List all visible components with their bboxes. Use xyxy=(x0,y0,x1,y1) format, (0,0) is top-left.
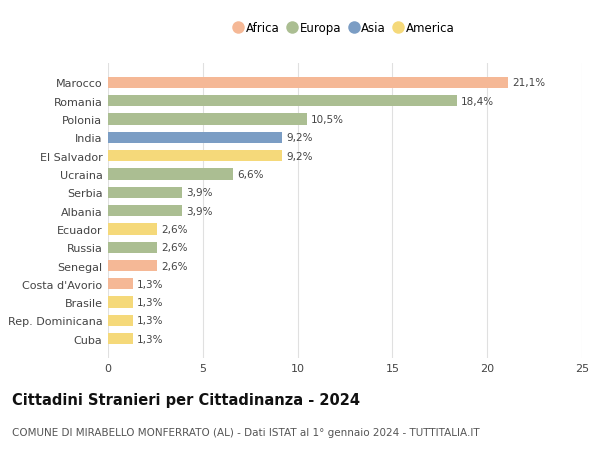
Text: 9,2%: 9,2% xyxy=(286,133,313,143)
Bar xyxy=(108,78,508,89)
Bar xyxy=(108,242,157,253)
Bar xyxy=(108,279,133,290)
Bar xyxy=(108,224,157,235)
Text: 1,3%: 1,3% xyxy=(136,316,163,326)
Text: 1,3%: 1,3% xyxy=(136,279,163,289)
Text: 10,5%: 10,5% xyxy=(311,115,344,125)
Bar xyxy=(108,114,307,125)
Bar xyxy=(108,187,182,199)
Text: 3,9%: 3,9% xyxy=(186,188,212,198)
Bar xyxy=(108,297,133,308)
Bar xyxy=(108,315,133,326)
Bar xyxy=(108,169,233,180)
Text: 6,6%: 6,6% xyxy=(237,170,263,179)
Text: 9,2%: 9,2% xyxy=(286,151,313,161)
Text: 2,6%: 2,6% xyxy=(161,224,188,235)
Text: 2,6%: 2,6% xyxy=(161,243,188,252)
Text: COMUNE DI MIRABELLO MONFERRATO (AL) - Dati ISTAT al 1° gennaio 2024 - TUTTITALIA: COMUNE DI MIRABELLO MONFERRATO (AL) - Da… xyxy=(12,427,479,437)
Bar xyxy=(108,333,133,345)
Bar xyxy=(108,132,283,144)
Legend: Africa, Europa, Asia, America: Africa, Europa, Asia, America xyxy=(232,19,458,39)
Text: 2,6%: 2,6% xyxy=(161,261,188,271)
Bar xyxy=(108,151,283,162)
Text: 21,1%: 21,1% xyxy=(512,78,545,88)
Text: 3,9%: 3,9% xyxy=(186,206,212,216)
Bar xyxy=(108,260,157,272)
Text: 1,3%: 1,3% xyxy=(136,297,163,308)
Text: 18,4%: 18,4% xyxy=(461,96,494,106)
Bar xyxy=(108,206,182,217)
Bar xyxy=(108,96,457,107)
Text: Cittadini Stranieri per Cittadinanza - 2024: Cittadini Stranieri per Cittadinanza - 2… xyxy=(12,392,360,408)
Text: 1,3%: 1,3% xyxy=(136,334,163,344)
